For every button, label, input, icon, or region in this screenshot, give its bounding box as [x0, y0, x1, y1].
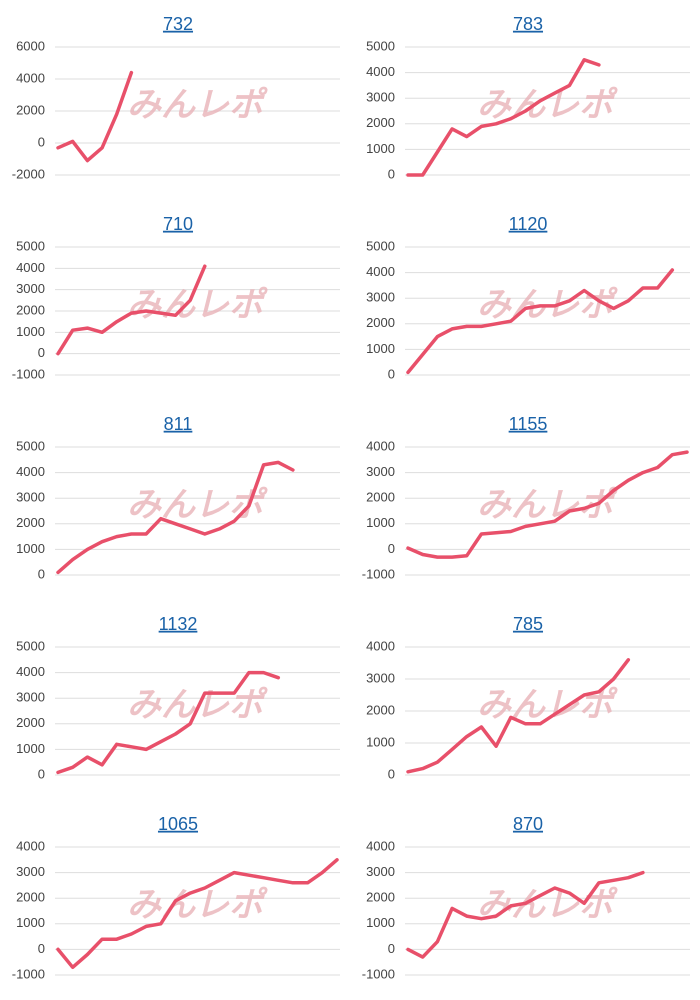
y-tick-label: 2000 — [16, 715, 45, 730]
y-tick-label: 4000 — [16, 838, 45, 853]
series-line — [56, 670, 281, 775]
y-tick-label: 4000 — [16, 464, 45, 479]
series-line — [406, 450, 689, 559]
y-tick-label: 0 — [388, 941, 395, 956]
y-tick-label: 1000 — [16, 324, 45, 339]
chart-title[interactable]: 710 — [163, 214, 193, 234]
y-tick-label: 4000 — [366, 638, 395, 653]
watermark: みんレポ — [127, 486, 268, 524]
y-tick-label: 3000 — [16, 864, 45, 879]
series-line — [406, 58, 601, 177]
y-tick-label: 2000 — [366, 702, 395, 717]
y-tick-label: 0 — [388, 166, 395, 181]
y-tick-label: 2000 — [16, 302, 45, 317]
y-tick-label: 3000 — [16, 690, 45, 705]
series-line — [406, 658, 631, 774]
chart-title[interactable]: 783 — [513, 14, 543, 34]
y-tick-label: 3000 — [366, 464, 395, 479]
y-tick-label: -1000 — [12, 366, 45, 381]
y-tick-label: 1000 — [16, 741, 45, 756]
chart-title[interactable]: 1065 — [158, 814, 198, 834]
y-tick-label: -2000 — [12, 166, 45, 181]
y-tick-label: 5000 — [16, 638, 45, 653]
y-tick-label: 0 — [388, 541, 395, 556]
y-tick-label: 0 — [38, 345, 45, 360]
y-tick-label: 2000 — [366, 315, 395, 330]
y-tick-label: 5000 — [16, 438, 45, 453]
y-tick-label: 1000 — [366, 734, 395, 749]
y-tick-label: 4000 — [366, 838, 395, 853]
watermark: みんレポ — [477, 86, 618, 124]
y-tick-label: 2000 — [366, 115, 395, 130]
y-tick-label: 5000 — [366, 238, 395, 253]
y-tick-label: 3000 — [366, 90, 395, 105]
y-tick-label: 6000 — [16, 38, 45, 53]
chart-title[interactable]: 1155 — [509, 414, 548, 434]
series-line — [406, 268, 675, 375]
chart-title[interactable]: 1120 — [509, 214, 548, 234]
chart-title[interactable]: 785 — [513, 614, 543, 634]
y-tick-label: 2000 — [366, 890, 395, 905]
y-tick-label: 1000 — [16, 541, 45, 556]
y-tick-label: 0 — [38, 134, 45, 149]
y-tick-label: -1000 — [362, 966, 395, 981]
y-tick-label: 2000 — [16, 890, 45, 905]
series-line — [406, 870, 645, 959]
series-line — [56, 858, 339, 970]
y-tick-label: 4000 — [16, 664, 45, 679]
y-tick-label: 4000 — [16, 260, 45, 275]
series-line — [56, 70, 134, 163]
chart-title[interactable]: 1132 — [159, 614, 198, 634]
y-tick-label: 0 — [388, 766, 395, 781]
y-tick-label: 5000 — [16, 238, 45, 253]
y-tick-label: 2000 — [16, 515, 45, 530]
y-tick-label: 4000 — [366, 64, 395, 79]
chart-title[interactable]: 732 — [163, 14, 193, 34]
watermark: みんレポ — [127, 286, 268, 324]
watermark: みんレポ — [127, 86, 268, 124]
y-tick-label: 4000 — [366, 264, 395, 279]
y-tick-label: 2000 — [16, 102, 45, 117]
y-tick-label: 4000 — [16, 70, 45, 85]
y-tick-label: 3000 — [366, 290, 395, 305]
chart-title[interactable]: 811 — [164, 414, 193, 434]
y-tick-label: 1000 — [366, 341, 395, 356]
y-tick-label: 1000 — [16, 915, 45, 930]
y-tick-label: 3000 — [366, 670, 395, 685]
y-tick-label: 2000 — [366, 490, 395, 505]
y-tick-label: 0 — [38, 766, 45, 781]
y-tick-label: 1000 — [366, 515, 395, 530]
y-tick-label: 5000 — [366, 38, 395, 53]
y-tick-label: 3000 — [366, 864, 395, 879]
chart-title[interactable]: 870 — [513, 814, 543, 834]
y-tick-label: -1000 — [362, 566, 395, 581]
y-tick-label: -1000 — [12, 966, 45, 981]
series-line — [56, 264, 207, 356]
y-tick-label: 1000 — [366, 141, 395, 156]
y-tick-label: 3000 — [16, 490, 45, 505]
y-tick-label: 4000 — [366, 438, 395, 453]
y-tick-label: 0 — [38, 941, 45, 956]
y-tick-label: 0 — [38, 566, 45, 581]
y-tick-label: 3000 — [16, 281, 45, 296]
y-tick-label: 1000 — [366, 915, 395, 930]
y-tick-label: 0 — [388, 366, 395, 381]
series-line — [56, 460, 295, 575]
